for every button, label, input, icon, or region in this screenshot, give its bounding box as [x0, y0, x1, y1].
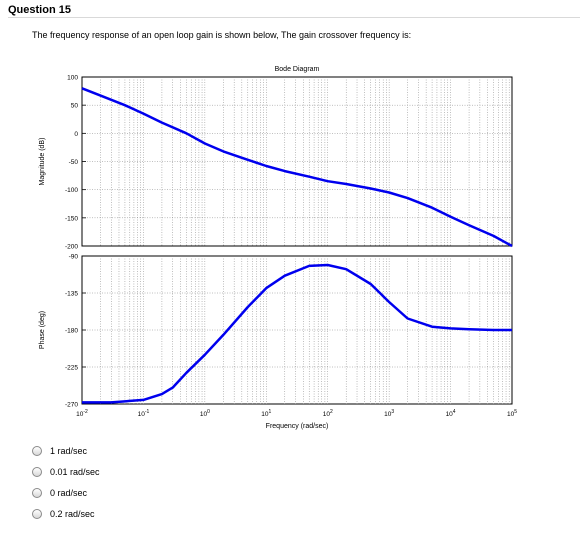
magnitude-y-tick-label: -150 — [65, 215, 78, 222]
question-header: Question 15 — [0, 0, 584, 20]
chart-title: Bode Diagram — [275, 66, 320, 73]
x-tick-label: 101 — [261, 409, 271, 418]
radio-button-4[interactable] — [32, 509, 42, 519]
answer-option-2[interactable]: 0.01 rad/sec — [32, 465, 100, 479]
x-tick-label: 100 — [200, 409, 210, 418]
phase-y-axis-label: Phase (deg) — [39, 311, 46, 349]
answer-option-3[interactable]: 0 rad/sec — [32, 486, 87, 500]
phase-y-tick-label: -180 — [65, 328, 78, 335]
answer-option-label: 1 rad/sec — [50, 446, 88, 456]
x-tick-label: 103 — [384, 409, 394, 418]
magnitude-y-tick-label: 50 — [71, 103, 79, 110]
x-tick-label: 10-2 — [76, 409, 88, 418]
radio-button-3[interactable] — [32, 488, 42, 498]
question-title: Question 15 — [8, 4, 71, 16]
answer-option-1[interactable]: 1 rad/sec — [32, 444, 87, 458]
magnitude-y-tick-label: -100 — [65, 187, 78, 194]
magnitude-y-tick-label: 0 — [74, 131, 78, 138]
radio-button-2[interactable] — [32, 467, 42, 477]
magnitude-series-line — [81, 87, 513, 248]
phase-y-tick-label: -135 — [65, 291, 78, 298]
x-tick-label: 104 — [446, 409, 456, 418]
answer-option-label: 0.2 rad/sec — [50, 509, 95, 519]
answer-option-4[interactable]: 0.2 rad/sec — [32, 507, 95, 521]
phase-y-tick-label: -270 — [65, 402, 78, 409]
phase-series-line — [82, 263, 512, 404]
bode-diagram-chart: Bode Diagram 100 50 0 -50 -100 -150 -200 Magnitu… — [39, 66, 517, 430]
header-divider — [8, 17, 580, 18]
x-tick-label: 105 — [507, 409, 517, 418]
magnitude-grid — [82, 77, 512, 246]
x-tick-label: 102 — [323, 409, 333, 418]
x-tick-label: 10-1 — [138, 409, 150, 418]
answer-option-label: 0.01 rad/sec — [50, 467, 100, 477]
magnitude-y-tick-label: 100 — [67, 75, 78, 82]
phase-y-tick-label: -90 — [69, 254, 79, 261]
question-text: The frequency response of an open loop g… — [32, 30, 412, 40]
magnitude-y-tick-label: -50 — [69, 159, 79, 166]
phase-grid — [82, 256, 512, 404]
x-axis-label: Frequency (rad/sec) — [266, 423, 329, 430]
magnitude-y-tick-label: -200 — [65, 244, 78, 251]
phase-y-tick-label: -225 — [65, 365, 78, 372]
radio-button-1[interactable] — [32, 446, 42, 456]
magnitude-y-axis-label: Magnitude (dB) — [39, 138, 46, 186]
answer-option-label: 0 rad/sec — [50, 488, 88, 498]
